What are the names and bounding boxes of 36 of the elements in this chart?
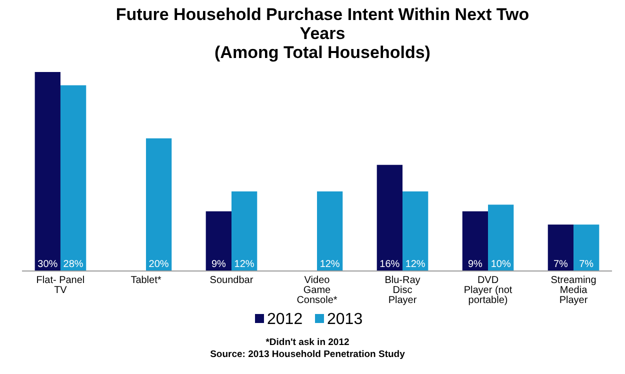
data-label: 7% [553, 259, 568, 270]
bar [402, 191, 428, 271]
text: *Didn't ask in 2012 [266, 337, 350, 348]
x-tick-label: Tablet* [130, 275, 162, 286]
data-label: 10% [490, 259, 511, 270]
data-label: 20% [148, 259, 169, 270]
data-label: 30% [38, 259, 58, 270]
legend-label: 2012 [267, 311, 303, 328]
x-tick-label: Flat- Panel TV [36, 275, 85, 296]
data-label: 28% [63, 259, 84, 270]
data-label: 9% [211, 259, 226, 270]
x-tick-label: Soundbar [210, 275, 254, 286]
bar [488, 204, 514, 271]
data-label: 12% [320, 259, 340, 270]
x-tick-label: DVD Player (not portable) [464, 275, 512, 306]
legend-label: 2013 [327, 311, 363, 328]
bar [231, 191, 258, 271]
data-label: 12% [405, 259, 426, 270]
x-tick-label: Streaming Media Player [550, 275, 596, 306]
data-label: 7% [579, 259, 594, 270]
bar [462, 211, 488, 271]
bar [548, 224, 574, 271]
bar [376, 164, 403, 271]
data-label: 16% [380, 259, 400, 270]
chart-title: Future Household Purchase Intent Within Next Two Years (Among Total Households) [116, 5, 530, 62]
bar [60, 85, 86, 271]
bar [206, 211, 232, 271]
bar [146, 138, 172, 271]
data-label: 9% [468, 259, 483, 270]
bar [34, 72, 60, 271]
bar [317, 191, 343, 271]
data-label: 12% [234, 259, 254, 270]
x-tick-label: Blu-Ray Disc Player [384, 275, 420, 306]
source-note: Source: 2013 Household Penetration Study [210, 349, 406, 360]
bar [574, 224, 600, 271]
x-tick-label: Video Game Console* [296, 275, 338, 306]
